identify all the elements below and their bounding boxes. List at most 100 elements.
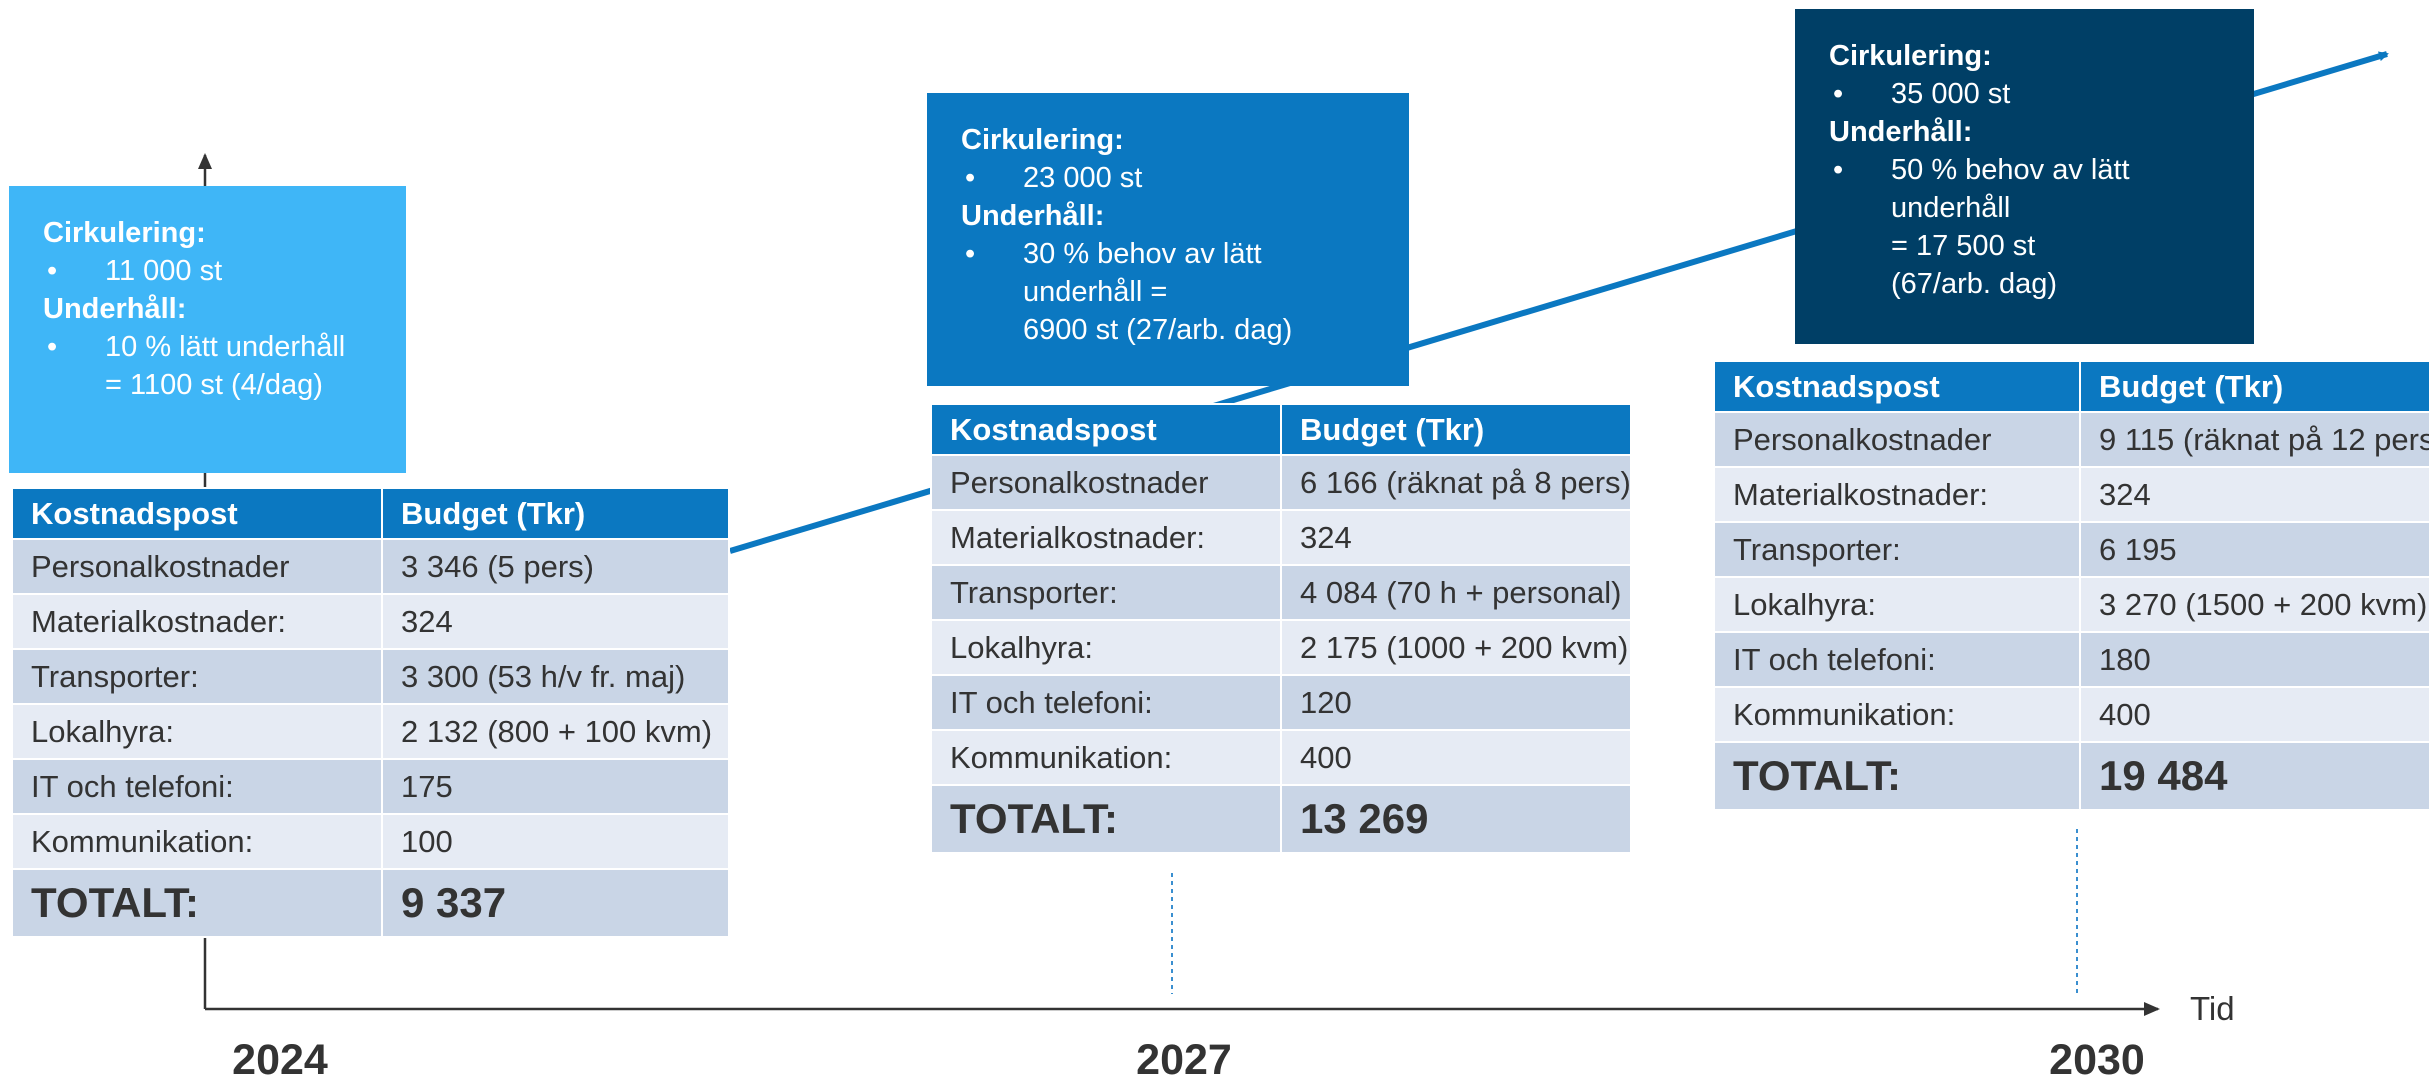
- cell: Lokalhyra:: [11, 703, 383, 760]
- cell: 9 115 (räknat på 12 pers): [2079, 411, 2431, 468]
- info-heading: Cirkulering:: [43, 217, 206, 249]
- cell: 120: [1280, 674, 1632, 731]
- bullet: 50 % behov av lätt underhåll = 17 500 st…: [1833, 151, 2234, 303]
- cell: 400: [1280, 729, 1632, 786]
- cell: Kommunikation:: [11, 813, 383, 870]
- table-row: Materialkostnader: 324: [930, 509, 1632, 566]
- info-heading: Cirkulering:: [1829, 40, 1992, 72]
- info-heading: Cirkulering:: [961, 124, 1124, 156]
- table-row: Transporter: 6 195: [1713, 521, 2431, 578]
- total-row: TOTALT: 13 269: [930, 784, 1632, 854]
- table-row: Lokalhyra: 2 175 (1000 + 200 kvm): [930, 619, 1632, 676]
- total-cell: 9 337: [381, 868, 730, 938]
- header-cell: Budget (Tkr): [381, 487, 730, 540]
- table-row: IT och telefoni: 180: [1713, 631, 2431, 688]
- cell: 180: [2079, 631, 2431, 688]
- info-heading: Underhåll:: [43, 293, 187, 325]
- budget-table: Kostnadspost Budget (Tkr) Personalkostnade…: [1713, 360, 2431, 811]
- cell: Transporter:: [930, 564, 1282, 621]
- bullet: 23 000 st: [965, 159, 1389, 197]
- table-row: Lokalhyra: 3 270 (1500 + 200 kvm): [1713, 576, 2431, 633]
- bullet-list: 50 % behov av lätt underhåll = 17 500 st…: [1829, 151, 2234, 303]
- total-cell: 13 269: [1280, 784, 1632, 854]
- cell: 4 084 (70 h + personal): [1280, 564, 1632, 621]
- cell: Materialkostnader:: [930, 509, 1282, 566]
- table-body: Kostnadspost Budget (Tkr) Personalkostnade…: [1713, 360, 2431, 811]
- header-cell: Kostnadspost: [11, 487, 383, 540]
- cell: 6 166 (räknat på 8 pers): [1280, 454, 1632, 511]
- cell: 100: [381, 813, 730, 870]
- table-row: Materialkostnader: 324: [1713, 466, 2431, 523]
- header-cell: Budget (Tkr): [1280, 403, 1632, 456]
- table-row: Personalkostnader 3 346 (5 pers): [11, 538, 730, 595]
- bullet: 35 000 st: [1833, 75, 2234, 113]
- cell: 3 346 (5 pers): [381, 538, 730, 595]
- axis-label: Tid: [2190, 990, 2235, 1027]
- table-row: Kommunikation: 400: [930, 729, 1632, 786]
- table-body: Kostnadspost Budget (Tkr) Personalkostnade…: [930, 403, 1632, 854]
- table-row: IT och telefoni: 120: [930, 674, 1632, 731]
- budget-table: Kostnadspost Budget (Tkr) Personalkostnade…: [11, 487, 730, 938]
- total-cell: TOTALT:: [11, 868, 383, 938]
- total-row: TOTALT: 9 337: [11, 868, 730, 938]
- total-cell: TOTALT:: [1713, 741, 2081, 811]
- cell: 3 270 (1500 + 200 kvm): [2079, 576, 2431, 633]
- bullet-list: 11 000 st: [43, 252, 386, 290]
- header-row: Kostnadspost Budget (Tkr): [1713, 360, 2431, 413]
- table-row: Kommunikation: 400: [1713, 686, 2431, 743]
- bullet: 11 000 st: [47, 252, 386, 290]
- year-label: 2027: [1136, 1036, 1232, 1084]
- header-cell: Kostnadspost: [1713, 360, 2081, 413]
- cell: 324: [2079, 466, 2431, 523]
- cell: 2 175 (1000 + 200 kvm): [1280, 619, 1632, 676]
- cell: Personalkostnader: [930, 454, 1282, 511]
- header-cell: Budget (Tkr): [2079, 360, 2431, 413]
- cell: 324: [381, 593, 730, 650]
- bullet-list: 30 % behov av lätt underhåll = 6900 st (…: [961, 235, 1389, 349]
- cell: Kommunikation:: [930, 729, 1282, 786]
- total-cell: 19 484: [2079, 741, 2431, 811]
- cell: Transporter:: [1713, 521, 2081, 578]
- table-body: Kostnadspost Budget (Tkr) Personalkostnade…: [11, 487, 730, 938]
- table-row: Transporter: 3 300 (53 h/v fr. maj): [11, 648, 730, 705]
- header-cell: Kostnadspost: [930, 403, 1282, 456]
- bullet-list: 23 000 st: [961, 159, 1389, 197]
- bullet-list: 10 % lätt underhåll = 1100 st (4/dag): [43, 328, 386, 404]
- total-row: TOTALT: 19 484: [1713, 741, 2431, 811]
- bullet: 30 % behov av lätt underhåll = 6900 st (…: [965, 235, 1389, 349]
- cell: Lokalhyra:: [1713, 576, 2081, 633]
- cell: IT och telefoni:: [1713, 631, 2081, 688]
- header-row: Kostnadspost Budget (Tkr): [930, 403, 1632, 456]
- cell: 400: [2079, 686, 2431, 743]
- table-row: IT och telefoni: 175: [11, 758, 730, 815]
- cell: Transporter:: [11, 648, 383, 705]
- cell: 2 132 (800 + 100 kvm): [381, 703, 730, 760]
- cell: 3 300 (53 h/v fr. maj): [381, 648, 730, 705]
- cell: 324: [1280, 509, 1632, 566]
- cell: Personalkostnader: [1713, 411, 2081, 468]
- bullet-list: 35 000 st: [1829, 75, 2234, 113]
- cell: Materialkostnader:: [1713, 466, 2081, 523]
- table-row: Personalkostnader 6 166 (räknat på 8 pers…: [930, 454, 1632, 511]
- year-label: 2030: [2049, 1036, 2145, 1084]
- total-cell: TOTALT:: [930, 784, 1282, 854]
- info-heading: Underhåll:: [961, 200, 1105, 232]
- table-row: Kommunikation: 100: [11, 813, 730, 870]
- table-row: Materialkostnader: 324: [11, 593, 730, 650]
- header-row: Kostnadspost Budget (Tkr): [11, 487, 730, 540]
- cell: 6 195: [2079, 521, 2431, 578]
- table-row: Lokalhyra: 2 132 (800 + 100 kvm): [11, 703, 730, 760]
- cell: 175: [381, 758, 730, 815]
- budget-table: Kostnadspost Budget (Tkr) Personalkostnade…: [930, 403, 1632, 854]
- cell: Personalkostnader: [11, 538, 383, 595]
- year-label: 2024: [232, 1036, 328, 1084]
- cell: Lokalhyra:: [930, 619, 1282, 676]
- info-heading: Underhåll:: [1829, 116, 1973, 148]
- cell: IT och telefoni:: [930, 674, 1282, 731]
- cell: Materialkostnader:: [11, 593, 383, 650]
- table-row: Transporter: 4 084 (70 h + personal): [930, 564, 1632, 621]
